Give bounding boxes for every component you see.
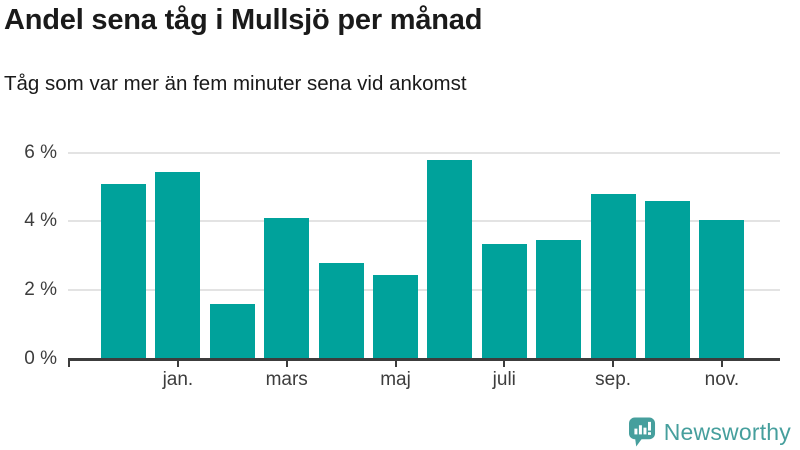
bar (699, 219, 745, 359)
bar (101, 183, 146, 359)
bar (264, 218, 310, 359)
chart-subtitle: Tåg som var mer än fem minuter sena vid … (4, 72, 467, 95)
x-tick-label: mars (265, 369, 308, 390)
newsworthy-logo-icon (628, 417, 655, 447)
axis-tick (176, 361, 179, 367)
bar (318, 262, 364, 359)
newsworthy-logo: Newsworthy (628, 417, 791, 447)
x-tick-label: jan. (162, 369, 194, 390)
bar (373, 274, 418, 359)
bar (209, 304, 255, 359)
x-tick-label: sep. (595, 369, 632, 390)
x-tick-label: maj (380, 369, 411, 390)
axis-tick (68, 361, 70, 367)
y-tick-label: 0 % (24, 348, 57, 369)
axis-tick (394, 361, 397, 367)
axis-tick (285, 361, 288, 367)
bar (590, 193, 636, 359)
x-tick-label: juli (492, 369, 516, 390)
axis-tick (612, 361, 615, 367)
x-tick-label: nov. (704, 369, 740, 390)
x-axis-line (68, 358, 780, 361)
gridline (68, 220, 780, 223)
chart-title: Andel sena tåg i Mullsjö per månad (4, 4, 483, 36)
y-tick-label: 4 % (24, 210, 57, 232)
bar (536, 240, 582, 359)
bar (155, 171, 201, 359)
newsworthy-logo-text: Newsworthy (663, 418, 791, 445)
y-tick-label: 2 % (24, 279, 57, 301)
bar (427, 159, 473, 359)
axis-tick (503, 361, 506, 367)
bar (481, 243, 527, 359)
gridline (68, 289, 780, 292)
gridline (68, 151, 780, 154)
bar (645, 200, 690, 359)
y-tick-label: 6 % (24, 141, 57, 163)
axis-tick (720, 361, 723, 367)
